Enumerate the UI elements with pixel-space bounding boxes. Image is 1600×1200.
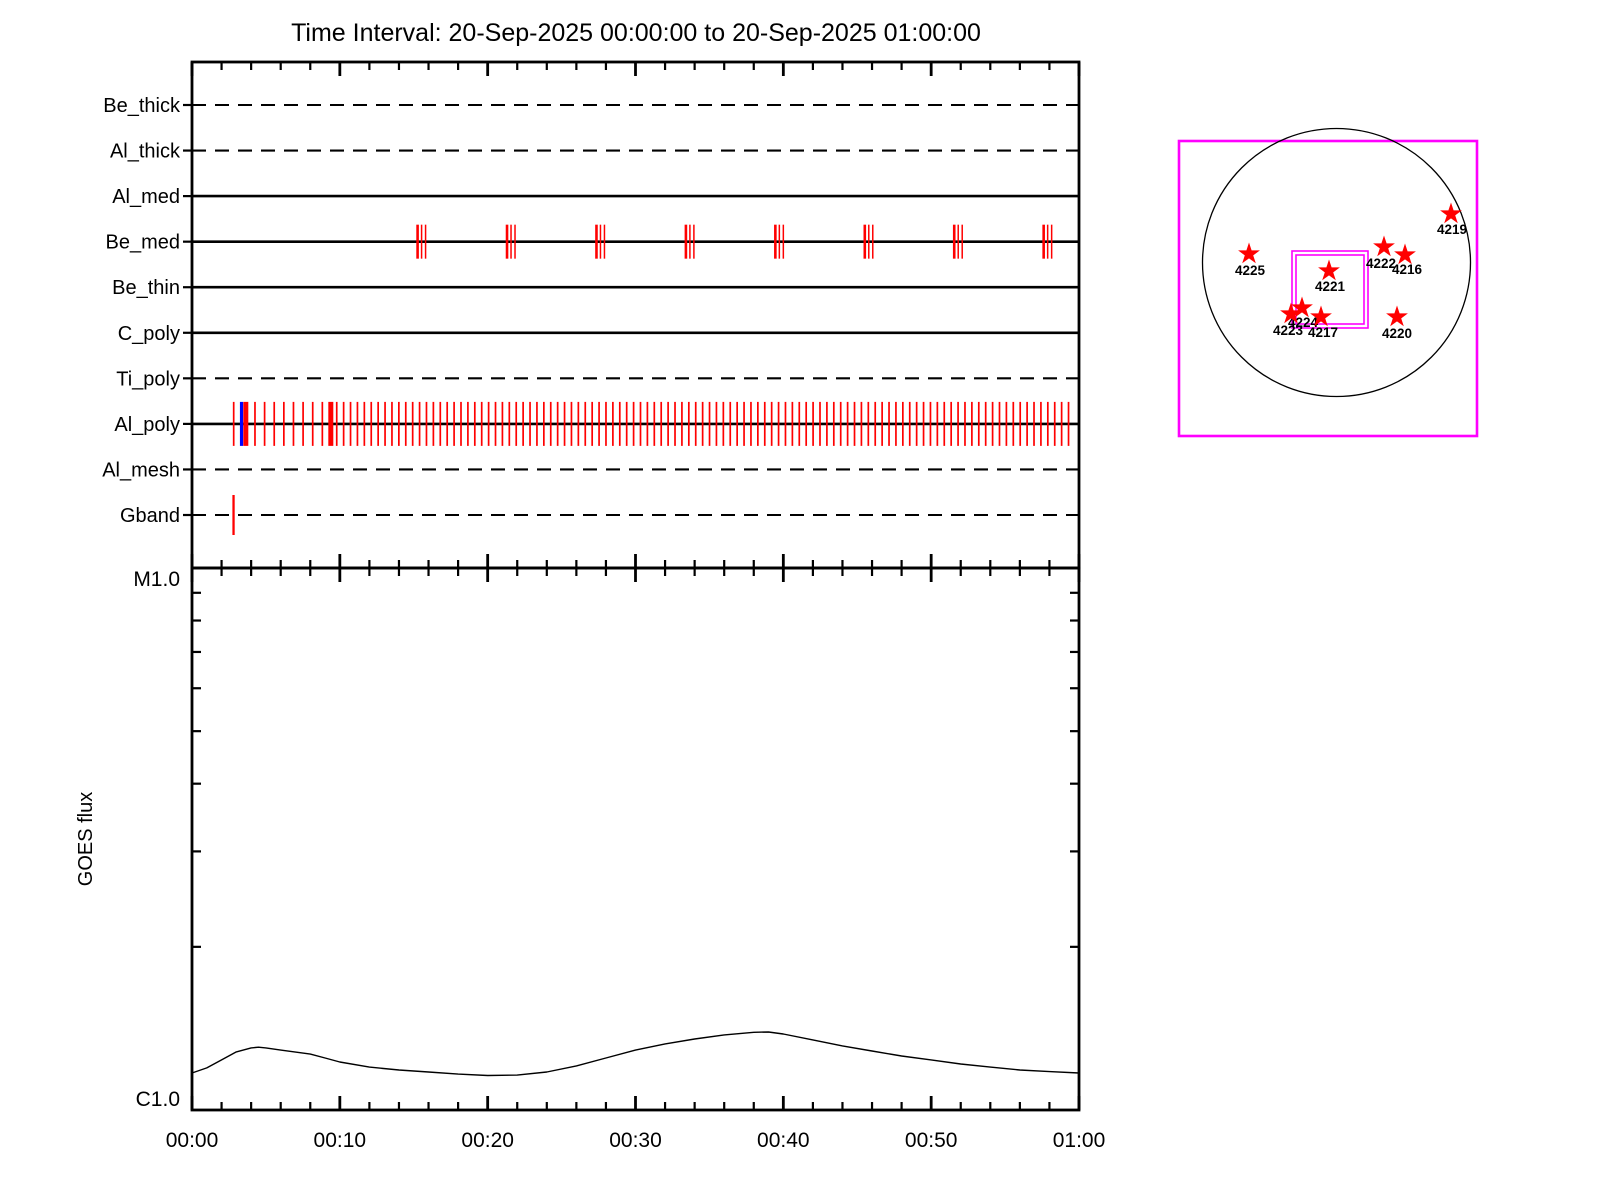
xrt-target-box-inner (1295, 254, 1365, 325)
active-region-star-4225 (1238, 242, 1260, 264)
goes-flux-curve (191, 1031, 1080, 1077)
xtick-0030: 00:30 (609, 1129, 662, 1152)
goes-panel-frame (190, 566, 1081, 1112)
filter-label-al-poly: Al_poly (114, 414, 180, 436)
filter-label-al-thick: Al_thick (110, 141, 181, 163)
plot-title: Time Interval: 20-Sep-2025 00:00:00 to 2… (291, 19, 981, 47)
xrt-target-box-outer (1291, 250, 1369, 329)
active-region-star-4220 (1386, 305, 1408, 327)
filter-label-ti-poly: Ti_poly (116, 368, 180, 390)
active-region-label-4220: 4220 (1382, 326, 1412, 341)
goes-ymax-label: M1.0 (133, 568, 180, 591)
xtick-0100: 01:00 (1053, 1129, 1106, 1152)
goes-axis-title: GOES flux (75, 792, 97, 886)
xtick-0020: 00:20 (461, 1129, 514, 1152)
solar-limb-circle (1201, 127, 1472, 398)
filter-label-be-thick: Be_thick (103, 95, 181, 117)
axis-ticks (190, 62, 1081, 1110)
goes-ymin-label: C1.0 (136, 1088, 180, 1111)
active-region-star-4219 (1440, 202, 1462, 224)
active-region-label-4222: 4222 (1366, 256, 1396, 271)
active-region-label-4217: 4217 (1308, 325, 1338, 340)
active-region-star-4217 (1310, 305, 1332, 327)
xtick-0050: 00:50 (905, 1129, 958, 1152)
active-region-label-4225: 4225 (1235, 263, 1266, 278)
exposure-marks (232, 224, 1070, 536)
active-region-star-4223 (1280, 302, 1302, 324)
filter-label-be-med: Be_med (106, 232, 181, 254)
xtick-0010: 00:10 (314, 1129, 367, 1152)
filter-label-gband: Gband (120, 505, 180, 527)
filter-label-al-mesh: Al_mesh (102, 459, 180, 481)
filter-label-be-thin: Be_thin (112, 277, 180, 299)
filter-row-lines (183, 103, 1079, 517)
xtick-0040: 00:40 (757, 1129, 810, 1152)
timeline-panel-frame (190, 60, 1081, 570)
field-of-view-box (1177, 139, 1479, 438)
active-region-star-4222 (1373, 235, 1395, 257)
xtick-0000: 00:00 (166, 1129, 219, 1152)
active-region-star-4221 (1318, 259, 1340, 281)
goes-flux-curve-layer (191, 1031, 1080, 1077)
active-region-label-4223: 4223 (1273, 323, 1304, 338)
active-region-label-4216: 4216 (1392, 262, 1423, 277)
filter-label-al-med: Al_med (112, 186, 180, 208)
active-region-star-4224 (1291, 296, 1313, 318)
active-region-star-4216 (1394, 243, 1416, 265)
filter-label-c-poly: C_poly (118, 323, 180, 345)
active-region-label-4221: 4221 (1315, 279, 1346, 294)
active-region-label-4219: 4219 (1437, 222, 1467, 237)
